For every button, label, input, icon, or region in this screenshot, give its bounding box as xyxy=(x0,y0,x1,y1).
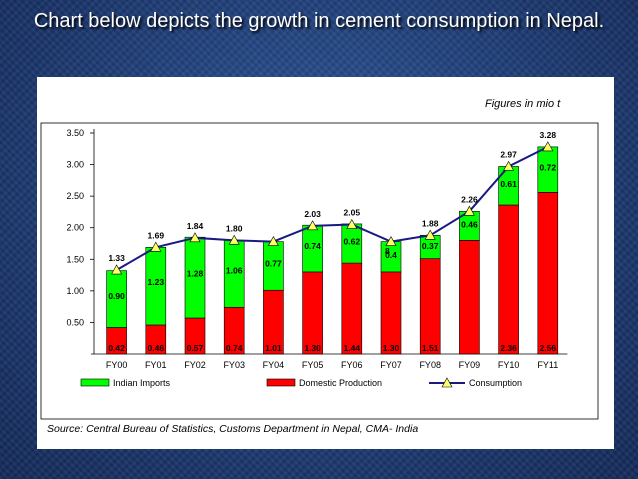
data-label-imports: 0.4 xyxy=(385,250,397,260)
bar-domestic xyxy=(459,240,480,355)
y-tick-label: 3.50 xyxy=(66,128,84,138)
consumption-marker xyxy=(385,235,397,246)
consumption-marker xyxy=(228,234,240,245)
consumption-marker xyxy=(463,205,475,216)
slide-title: Chart below depicts the growth in cement… xyxy=(33,10,605,32)
x-tick-label: FY00 xyxy=(106,360,128,370)
chart-panel: Figures in mio t 0.50 1.00 1.50 2.00 2.50 3.0… xyxy=(37,77,614,449)
data-label-consumption: 2.97 xyxy=(500,149,517,159)
x-tick-label: FY07 xyxy=(380,360,402,370)
bar-domestic xyxy=(302,271,323,355)
plot-frame xyxy=(40,122,599,420)
data-label-domestic: 0.74 xyxy=(226,343,243,353)
legend-label-domestic: Domestic Production xyxy=(299,378,382,388)
x-tick-label: FY11 xyxy=(537,360,558,370)
data-label-domestic: 0.57 xyxy=(187,343,204,353)
data-label-imports: 1.06 xyxy=(226,265,243,275)
legend-swatch-consumption-marker xyxy=(441,377,453,388)
y-tick-label: 2.50 xyxy=(66,191,84,201)
data-label-consumption: 1.80 xyxy=(226,223,243,233)
data-label-imports: 0.37 xyxy=(422,241,439,251)
consumption-marker xyxy=(346,218,358,229)
data-label-imports: 0.74 xyxy=(304,241,321,251)
consumption-marker xyxy=(150,241,162,252)
bar-domestic xyxy=(419,258,441,355)
x-tick-label: FY08 xyxy=(419,360,441,370)
bar-domestic xyxy=(380,271,402,355)
legend-label-consumption: Consumption xyxy=(469,378,522,388)
data-label-consumption: 2.26 xyxy=(461,194,478,204)
consumption-marker xyxy=(424,229,436,240)
bar-domestic xyxy=(498,204,519,355)
data-label-domestic: 1.44 xyxy=(344,343,361,353)
units-note: Figures in mio t xyxy=(485,98,561,110)
chart: 0.50 1.00 1.50 2.00 2.50 3.00 3.50 FY00 0.42 0.90… xyxy=(40,122,599,420)
legend-label-imports: Indian Imports xyxy=(113,378,171,388)
data-label-imports: 0.77 xyxy=(265,258,282,268)
data-label-domestic: 1.01 xyxy=(265,343,282,353)
data-label-imports: 0.90 xyxy=(108,291,125,301)
data-label-imports: 0.72 xyxy=(540,162,557,172)
x-tick-label: FY01 xyxy=(145,360,167,370)
data-label-consumption: 1.88 xyxy=(422,218,439,228)
data-label-extra: 8 xyxy=(385,246,390,256)
y-tick-label: 2.00 xyxy=(66,223,84,233)
x-tick-label: FY05 xyxy=(302,360,324,370)
x-tick-label: FY09 xyxy=(459,360,481,370)
data-label-domestic: 1.51 xyxy=(422,343,439,353)
y-tick-label: 1.00 xyxy=(66,286,84,296)
data-label-imports: 1.28 xyxy=(187,269,204,279)
consumption-marker xyxy=(503,160,515,171)
data-label-domestic: 2.56 xyxy=(540,343,557,353)
x-tick-label: FY03 xyxy=(223,360,245,370)
x-tick-label: FY04 xyxy=(263,360,285,370)
data-label-imports: 1.23 xyxy=(148,277,165,287)
data-label-domestic: 0.42 xyxy=(108,343,125,353)
bar-domestic xyxy=(537,192,559,355)
consumption-marker xyxy=(267,235,279,246)
y-tick-label: 3.00 xyxy=(66,160,84,170)
consumption-line xyxy=(116,145,549,271)
data-label-consumption: 1.69 xyxy=(148,230,165,240)
data-label-imports: 0.61 xyxy=(500,179,517,189)
bar-domestic xyxy=(341,262,363,355)
data-label-consumption: 1.33 xyxy=(108,253,125,263)
consumption-marker xyxy=(111,264,123,275)
source-note: Source: Central Bureau of Statistics, Cu… xyxy=(47,423,419,435)
data-label-imports: 0.46 xyxy=(461,219,478,229)
data-label-domestic: 2.36 xyxy=(500,343,517,353)
y-tick-label: 0.50 xyxy=(66,317,84,327)
consumption-marker xyxy=(189,232,201,243)
data-label-domestic: 0.46 xyxy=(148,343,165,353)
x-tick-label: FY02 xyxy=(184,360,206,370)
data-label-imports: 0.62 xyxy=(344,237,361,247)
legend-swatch-imports xyxy=(80,378,110,387)
x-tick-label: FY10 xyxy=(498,360,520,370)
data-label-consumption: 3.28 xyxy=(540,130,557,140)
consumption-marker xyxy=(542,141,554,152)
x-tick-label: FY06 xyxy=(341,360,363,370)
consumption-marker xyxy=(307,220,319,231)
data-label-domestic: 1.30 xyxy=(383,343,400,353)
data-label-consumption: 2.03 xyxy=(304,209,321,219)
data-label-domestic: 1.30 xyxy=(304,343,321,353)
y-tick-label: 1.50 xyxy=(66,254,84,264)
data-label-consumption: 2.05 xyxy=(344,208,361,218)
data-label-consumption: 1.84 xyxy=(187,221,204,231)
legend-swatch-domestic xyxy=(266,378,296,387)
